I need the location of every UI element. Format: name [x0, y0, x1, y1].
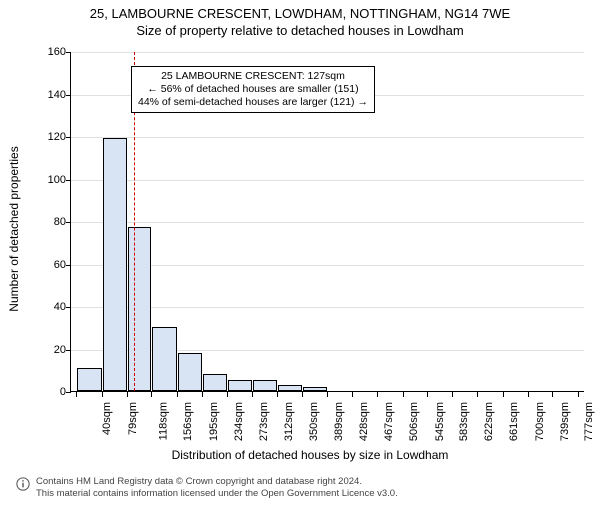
- y-tick-label: 120: [48, 131, 66, 143]
- x-tick-label: 739sqm: [559, 402, 571, 441]
- page-subtitle: Size of property relative to detached ho…: [0, 23, 600, 38]
- x-tick-mark: [127, 392, 128, 397]
- x-tick-mark: [202, 392, 203, 397]
- x-tick-mark: [177, 392, 178, 397]
- x-tick-mark: [427, 392, 428, 397]
- y-tick-label: 160: [48, 46, 66, 58]
- x-tick-mark: [477, 392, 478, 397]
- x-tick-label: 234sqm: [233, 402, 245, 441]
- x-tick-mark: [578, 392, 579, 397]
- histogram-bar: [77, 368, 101, 391]
- x-tick-mark: [352, 392, 353, 397]
- y-tick-mark: [66, 95, 71, 96]
- y-tick-label: 80: [54, 216, 66, 228]
- x-tick-mark: [227, 392, 228, 397]
- x-tick-mark: [302, 392, 303, 397]
- x-axis-label: Distribution of detached houses by size …: [36, 448, 584, 462]
- x-tick-label: 40sqm: [101, 402, 113, 435]
- x-tick-mark: [403, 392, 404, 397]
- y-tick-label: 20: [54, 344, 66, 356]
- x-tick-mark: [76, 392, 77, 397]
- y-tick-label: 140: [48, 89, 66, 101]
- grid-line: [71, 180, 584, 181]
- histogram-bar: [178, 353, 202, 391]
- x-tick-label: 118sqm: [157, 402, 169, 440]
- x-tick-mark: [252, 392, 253, 397]
- histogram-bar: [228, 380, 252, 391]
- x-tick-label: 506sqm: [409, 402, 421, 441]
- x-tick-label: 583sqm: [458, 402, 470, 441]
- x-tick-label: 777sqm: [583, 402, 595, 441]
- histogram-bar: [203, 374, 227, 391]
- footer-line-1: Contains HM Land Registry data © Crown c…: [36, 476, 398, 488]
- y-tick-label: 100: [48, 174, 66, 186]
- y-tick-mark: [66, 137, 71, 138]
- x-tick-label: 545sqm: [434, 402, 446, 441]
- x-tick-label: 622sqm: [483, 402, 495, 441]
- annotation-line: ← 56% of detached houses are smaller (15…: [138, 83, 368, 96]
- y-tick-mark: [66, 180, 71, 181]
- annotation-box: 25 LAMBOURNE CRESCENT: 127sqm← 56% of de…: [131, 66, 375, 113]
- x-tick-mark: [277, 392, 278, 397]
- x-tick-mark: [102, 392, 103, 397]
- y-tick-mark: [66, 350, 71, 351]
- annotation-line: 25 LAMBOURNE CRESCENT: 127sqm: [138, 70, 368, 83]
- footer-line-2: This material contains information licen…: [36, 488, 398, 500]
- y-tick-mark: [66, 392, 71, 393]
- y-tick-mark: [66, 265, 71, 266]
- x-tick-mark: [552, 392, 553, 397]
- x-tick-label: 389sqm: [333, 402, 345, 441]
- x-tick-mark: [503, 392, 504, 397]
- histogram-chart: Number of detached properties 25 LAMBOUR…: [36, 52, 584, 424]
- y-tick-label: 40: [54, 301, 66, 313]
- grid-line: [71, 137, 584, 138]
- x-tick-label: 661sqm: [509, 402, 521, 441]
- y-tick-mark: [66, 222, 71, 223]
- x-tick-mark: [151, 392, 152, 397]
- histogram-bar: [103, 138, 127, 391]
- x-tick-label: 700sqm: [534, 402, 546, 441]
- histogram-bar: [278, 385, 302, 391]
- info-icon: [16, 477, 30, 491]
- x-tick-label: 79sqm: [127, 402, 139, 435]
- y-tick-label: 0: [60, 386, 66, 398]
- grid-line: [71, 222, 584, 223]
- y-tick-mark: [66, 52, 71, 53]
- x-tick-label: 195sqm: [208, 402, 220, 441]
- x-tick-label: 312sqm: [283, 402, 295, 441]
- x-tick-mark: [528, 392, 529, 397]
- y-tick-mark: [66, 307, 71, 308]
- x-tick-label: 273sqm: [258, 402, 270, 441]
- x-tick-mark: [452, 392, 453, 397]
- x-tick-mark: [377, 392, 378, 397]
- x-tick-mark: [327, 392, 328, 397]
- page-title: 25, LAMBOURNE CRESCENT, LOWDHAM, NOTTING…: [0, 6, 600, 21]
- x-tick-label: 428sqm: [358, 402, 370, 441]
- grid-line: [71, 52, 584, 53]
- plot-area: 25 LAMBOURNE CRESCENT: 127sqm← 56% of de…: [70, 52, 584, 392]
- x-tick-label: 467sqm: [383, 402, 395, 441]
- histogram-bar: [128, 227, 152, 391]
- x-tick-label: 350sqm: [308, 402, 320, 441]
- annotation-line: 44% of semi-detached houses are larger (…: [138, 96, 368, 109]
- x-tick-label: 156sqm: [183, 402, 195, 441]
- footer: Contains HM Land Registry data © Crown c…: [16, 476, 398, 500]
- y-tick-label: 60: [54, 259, 66, 271]
- histogram-bar: [253, 380, 277, 391]
- histogram-bar: [152, 327, 176, 391]
- histogram-bar: [303, 387, 327, 391]
